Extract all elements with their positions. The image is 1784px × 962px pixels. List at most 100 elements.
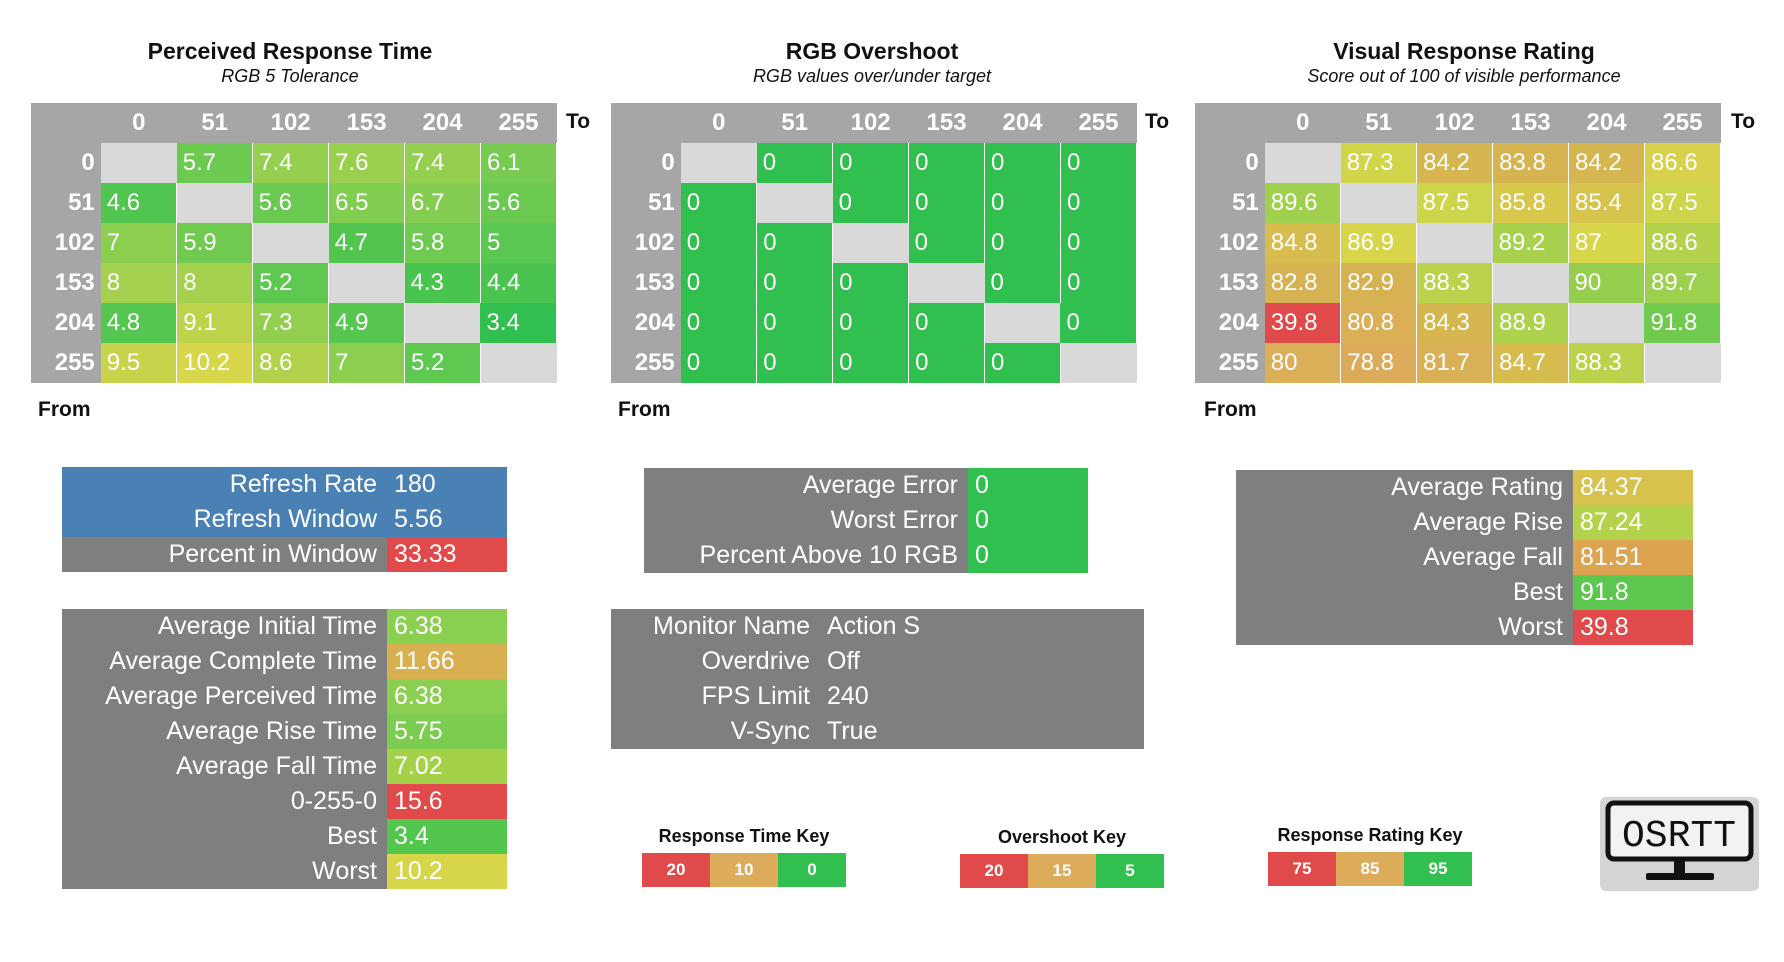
- from-label: From: [1204, 398, 1257, 421]
- stat-value: 0: [968, 468, 1088, 503]
- to-label: To: [1731, 110, 1756, 133]
- heatmap-cell-empty: [984, 303, 1061, 343]
- stat-row: Overdrive Off: [611, 644, 1144, 679]
- heatmap-cell: 7.6: [328, 143, 406, 183]
- stat-value: Action S: [820, 609, 1144, 644]
- to-tick-label: 255: [1060, 103, 1137, 143]
- heatmap-cell: 0: [832, 143, 910, 183]
- to-tick-label: 153: [328, 103, 405, 143]
- heatmap-cell: 0: [832, 183, 910, 223]
- from-tick-label: 153: [31, 263, 101, 303]
- stat-row: Worst 10.2: [62, 854, 507, 889]
- panel-subtitle-rating: Score out of 100 of visible performance: [1307, 66, 1621, 86]
- heatmap-cell: 6.1: [480, 143, 558, 183]
- stat-value: 15.6: [387, 784, 507, 819]
- heatmap-cell: 7: [100, 223, 178, 263]
- heatmap-cell: 0: [680, 303, 758, 343]
- stat-value: True: [820, 714, 1144, 749]
- heatmap-corner: [31, 103, 101, 143]
- stat-label: Percent in Window: [62, 537, 387, 572]
- heatmap-cell: 86.6: [1644, 143, 1722, 183]
- stat-value: Off: [820, 644, 1144, 679]
- heatmap-cell: 0: [984, 223, 1061, 263]
- stat-label: Average Initial Time: [62, 609, 387, 644]
- heatmap-cell: 0: [908, 303, 986, 343]
- stat-row: V-Sync True: [611, 714, 1144, 749]
- from-tick-label: 0: [611, 143, 681, 183]
- heatmap-cell: 88.3: [1568, 343, 1645, 383]
- stat-label: Average Rating: [1236, 470, 1573, 505]
- heatmap-cell: 0: [680, 183, 758, 223]
- heatmap-row: 0 5.7 7.4 7.6 7.4 6.1: [31, 143, 558, 183]
- heatmap-cell: 4.7: [328, 223, 406, 263]
- response-rating-key: Response Rating Key 75 85 95: [1268, 825, 1472, 886]
- monitor-info-table: Monitor Name Action S Overdrive Off FPS Limi…: [611, 609, 1144, 749]
- stat-value: 6.38: [387, 609, 507, 644]
- heatmap-cell: 0: [680, 343, 758, 383]
- to-tick-label: 255: [1644, 103, 1721, 143]
- to-tick-label: 102: [1416, 103, 1493, 143]
- from-tick-label: 51: [31, 183, 101, 223]
- heatmap-cell: 5.6: [252, 183, 330, 223]
- heatmap-cell: 85.4: [1568, 183, 1645, 223]
- stat-label: Refresh Rate: [62, 467, 387, 502]
- heatmap-cell: 84.2: [1416, 143, 1494, 183]
- heatmap-row: 0 87.3 84.2 83.8 84.2 86.6: [1195, 143, 1722, 183]
- heatmap-cell-empty: [328, 263, 405, 303]
- stat-value: 5.56: [387, 502, 507, 537]
- heatmap-cell-empty: [1568, 303, 1645, 343]
- heatmap-cell: 83.8: [1492, 143, 1570, 183]
- heatmap-cell: 82.8: [1264, 263, 1342, 303]
- heatmap-cell: 88.3: [1416, 263, 1494, 303]
- heatmap-cell: 80.8: [1340, 303, 1418, 343]
- from-tick-label: 204: [31, 303, 101, 343]
- stat-value: 87.24: [1573, 505, 1693, 540]
- heatmap-cell: 0: [984, 343, 1061, 383]
- heatmap-cell: 0: [832, 343, 910, 383]
- key-swatch: 15: [1028, 854, 1096, 888]
- panel-title-rating: Visual Response Rating: [1333, 38, 1595, 64]
- key-title: Response Rating Key: [1277, 825, 1463, 845]
- heatmap-row: 102 7 5.9 4.7 5.8 5: [31, 223, 558, 263]
- heatmap-cell: 0: [1060, 183, 1138, 223]
- stat-value: 33.33: [387, 537, 507, 572]
- heatmap-cell: 89.2: [1492, 223, 1570, 263]
- heatmap-cell: 0: [908, 183, 986, 223]
- stat-label: Average Perceived Time: [62, 679, 387, 714]
- heatmap-cell: 80: [1264, 343, 1342, 383]
- from-tick-label: 255: [1195, 343, 1265, 383]
- to-tick-label: 204: [984, 103, 1061, 143]
- stat-value: 11.66: [387, 644, 507, 679]
- heatmap-cell: 81.7: [1416, 343, 1494, 383]
- stat-label: 0-255-0: [62, 784, 387, 819]
- heatmap-cell: 7.4: [252, 143, 330, 183]
- heatmap-cell-empty: [1644, 343, 1721, 383]
- heatmap-row: 204 39.8 80.8 84.3 88.9 91.8: [1195, 303, 1722, 343]
- heatmap-cell: 82.9: [1340, 263, 1418, 303]
- heatmap-cell: 7.4: [404, 143, 481, 183]
- stat-row: Refresh Rate 180: [62, 467, 507, 502]
- stat-label: Percent Above 10 RGB: [644, 538, 968, 573]
- heatmap-cell: 78.8: [1340, 343, 1418, 383]
- to-tick-label: 51: [1340, 103, 1417, 143]
- heatmap-cell: 0: [832, 303, 910, 343]
- heatmap-cell: 4.4: [480, 263, 558, 303]
- from-tick-label: 153: [1195, 263, 1265, 303]
- key-swatch: 10: [710, 853, 778, 887]
- heatmap-cell: 0: [1060, 263, 1138, 303]
- stat-value: 7.02: [387, 749, 507, 784]
- heatmap-cell: 0: [984, 263, 1061, 303]
- heatmap-corner: [1195, 103, 1265, 143]
- heatmap-cell: 3.4: [480, 303, 558, 343]
- from-tick-label: 204: [611, 303, 681, 343]
- heatmap-row: 102 84.8 86.9 89.2 87 88.6: [1195, 223, 1722, 263]
- heatmap-cell: 0: [984, 183, 1061, 223]
- to-tick-label: 102: [832, 103, 909, 143]
- from-tick-label: 0: [1195, 143, 1265, 183]
- heatmap-cell-empty: [680, 143, 757, 183]
- heatmap-row: 255 9.5 10.2 8.6 7 5.2: [31, 343, 557, 383]
- from-tick-label: 153: [611, 263, 681, 303]
- from-tick-label: 102: [1195, 223, 1265, 263]
- stat-row: Percent in Window 33.33: [62, 537, 507, 572]
- heatmap-cell: 0: [1060, 303, 1138, 343]
